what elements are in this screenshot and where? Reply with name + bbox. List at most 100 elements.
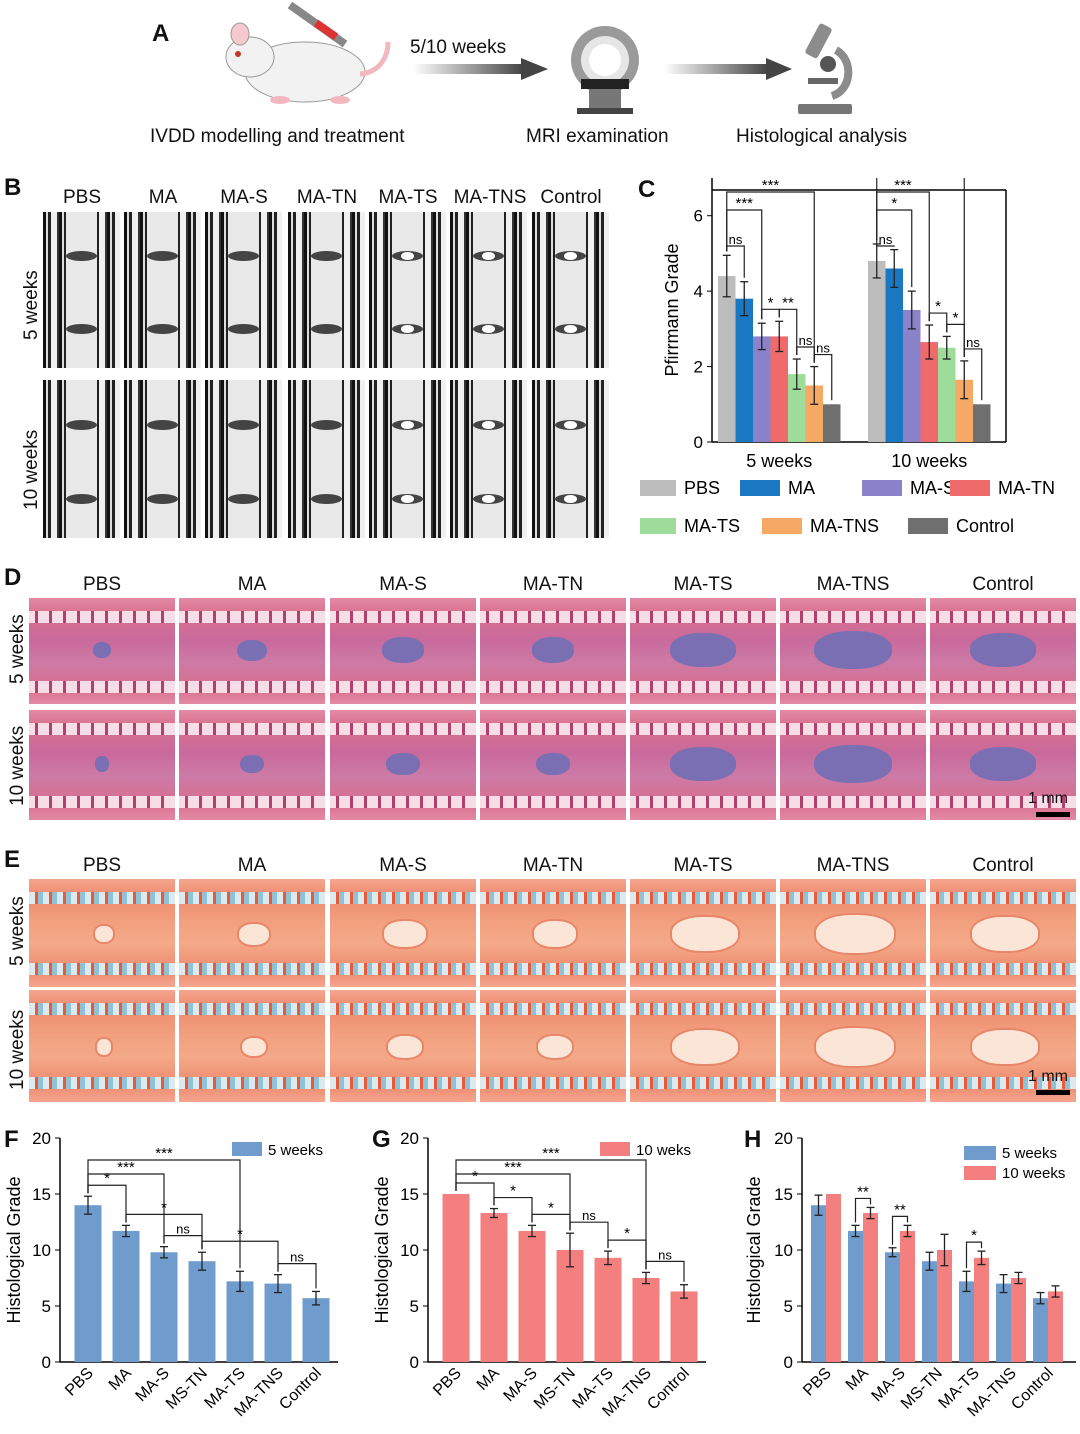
histology-col-label: MA — [237, 574, 267, 595]
histology-image — [29, 598, 175, 704]
significance-bracket: * — [928, 298, 948, 333]
bar-5-weeks — [885, 1252, 900, 1362]
significance-bracket: * — [125, 1199, 203, 1250]
legend-label: MA-TNS — [810, 516, 879, 536]
significance-label: *** — [762, 178, 780, 194]
significance-bracket: * * * — [87, 1145, 241, 1269]
panel-label-d: D — [4, 564, 22, 591]
bar — [480, 1213, 508, 1362]
y-tick-label: 15 — [32, 1185, 51, 1204]
bar — [188, 1261, 216, 1362]
histology-image — [179, 710, 325, 820]
significance-label: *** — [155, 1145, 173, 1162]
significance-label: * — [104, 1170, 110, 1187]
significance-bracket: * * * — [876, 178, 965, 357]
histology-col-label: Control — [972, 855, 1034, 876]
histology-col-label: PBS — [82, 855, 122, 876]
scale-bar — [1036, 1090, 1070, 1095]
bar-control — [823, 404, 841, 442]
panel-label-e: E — [4, 846, 21, 873]
x-category-label: 10 weeks — [891, 451, 967, 471]
histology-image — [630, 879, 776, 987]
step-label-modelling: IVDD modelling and treatment — [150, 126, 405, 147]
bar-5-weeks — [811, 1205, 826, 1362]
legend-label: MA-TS — [684, 516, 740, 536]
x-tick-label: PBS — [62, 1365, 97, 1400]
significance-label: * — [768, 294, 774, 311]
significance-bracket: ns — [963, 335, 983, 401]
y-tick-label: 0 — [784, 1353, 793, 1372]
mri-image — [43, 212, 120, 368]
legend-label: MA — [788, 478, 815, 498]
rat-syringe-icon — [225, 2, 391, 104]
bar-5-weeks — [959, 1281, 974, 1362]
scale-bar — [1036, 812, 1070, 817]
significance-bracket: ** — [891, 1201, 909, 1245]
histology-col-label: MA-TNS — [816, 855, 890, 876]
significance-bracket: ns — [796, 333, 815, 363]
legend-swatch — [908, 518, 948, 534]
significance-label: ns — [966, 335, 980, 350]
bar-ma-tns — [805, 385, 823, 442]
legend-label: 10 weeks — [1002, 1165, 1065, 1182]
histology-image — [780, 598, 926, 704]
bar-5-weeks — [1033, 1298, 1048, 1362]
x-tick-label: MA — [843, 1365, 872, 1394]
histology-col-label: MA-TS — [673, 855, 733, 876]
bar — [556, 1250, 584, 1362]
significance-bracket: ns — [876, 232, 895, 247]
bar — [442, 1194, 470, 1362]
bar-10-weeks — [1048, 1291, 1063, 1362]
bar-5-weeks — [922, 1261, 937, 1362]
arrow-icon — [413, 58, 548, 80]
bar-10-weeks — [826, 1194, 841, 1362]
saf-row-label: 5 weeks — [7, 896, 28, 966]
significance-label: *** — [894, 178, 912, 194]
y-tick-label: 6 — [694, 207, 703, 226]
histology-image — [29, 879, 175, 987]
panel-label-b: B — [4, 174, 22, 201]
microscope-icon — [798, 23, 853, 114]
mri-image — [288, 380, 365, 538]
y-axis-label: Pfirrmann Grade — [662, 243, 682, 376]
legend-item: MA — [740, 478, 815, 498]
significance-label: * — [510, 1183, 516, 1200]
significance-label: ns — [879, 232, 893, 247]
histology-image — [480, 710, 626, 820]
significance-label: *** — [542, 1145, 560, 1162]
y-axis-label: Histological Grade — [4, 1176, 24, 1323]
legend-swatch — [762, 518, 802, 534]
significance-bracket: * — [531, 1199, 571, 1231]
legend-swatch — [640, 518, 676, 534]
significance-bracket: ** — [778, 294, 798, 356]
significance-label: *** — [504, 1159, 522, 1176]
y-tick-label: 5 — [410, 1297, 419, 1316]
y-tick-label: 20 — [774, 1129, 793, 1148]
histology-image — [330, 879, 476, 987]
y-tick-label: 20 — [400, 1129, 419, 1148]
legend-item: 10 weks — [600, 1142, 691, 1159]
mri-image — [532, 380, 609, 538]
y-tick-label: 15 — [774, 1185, 793, 1204]
legend-swatch — [964, 1146, 996, 1160]
bar — [264, 1283, 292, 1362]
panel-label-h: H — [744, 1126, 762, 1153]
bar-5-weeks — [996, 1283, 1011, 1362]
mri-scanner-icon — [571, 26, 639, 114]
bar-ma-s — [903, 310, 921, 442]
significance-label: * — [935, 298, 941, 315]
bar-pbs — [868, 260, 886, 442]
x-tick-label: Control — [1008, 1365, 1056, 1413]
significance-bracket: * — [201, 1226, 279, 1272]
legend-swatch — [600, 1142, 630, 1156]
significance-bracket: * — [493, 1183, 533, 1223]
bar-ma — [885, 268, 903, 442]
y-tick-label: 5 — [42, 1297, 51, 1316]
mri-col-label: MA — [148, 187, 178, 208]
panel-label-c: C — [638, 176, 656, 203]
mri-image — [369, 380, 446, 538]
x-tick-label: Control — [276, 1365, 324, 1413]
bar-10-weeks — [1011, 1278, 1026, 1362]
